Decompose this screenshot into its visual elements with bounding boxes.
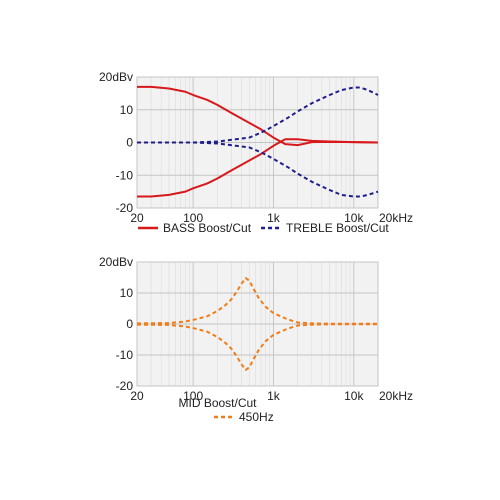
x-tick-label: 20kHz (379, 389, 413, 403)
legend-label-bass-boost-cut: BASS Boost/Cut (163, 221, 252, 235)
legend-title: MID Boost/Cut (178, 396, 257, 410)
y-tick-label: -10 (116, 348, 134, 362)
x-tick-label: 10k (344, 389, 364, 403)
y-tick-label: -10 (116, 168, 134, 182)
y-tick-label: 20dBv (99, 255, 133, 269)
y-tick-label: 0 (126, 136, 133, 150)
y-tick-label: 10 (120, 103, 134, 117)
y-tick-label: 20dBv (99, 70, 133, 84)
y-tick-label: 10 (120, 286, 134, 300)
x-tick-label: 1k (267, 389, 281, 403)
y-tick-label: -20 (116, 379, 134, 393)
450hz-curve-cut (136, 323, 378, 371)
y-tick-label: 0 (126, 317, 133, 331)
legend-label-treble-boost-cut: TREBLE Boost/Cut (286, 221, 389, 235)
bass-boost-cut-curve-cut (137, 138, 379, 198)
x-tick-label: 20 (130, 211, 144, 225)
450hz-curve-boost (136, 277, 378, 325)
treble-boost-cut-curve-boost (137, 86, 379, 144)
x-tick-label: 10k (344, 211, 364, 225)
x-tick-label: 20 (130, 389, 144, 403)
x-tick-label: 100 (183, 389, 203, 403)
x-tick-label: 100 (183, 211, 203, 225)
x-tick-label: 1k (267, 211, 281, 225)
legend-label-450hz: 450Hz (239, 410, 274, 424)
y-tick-label: -20 (116, 201, 134, 215)
treble-boost-cut-curve-cut (137, 141, 379, 198)
x-tick-label: 20kHz (379, 211, 413, 225)
